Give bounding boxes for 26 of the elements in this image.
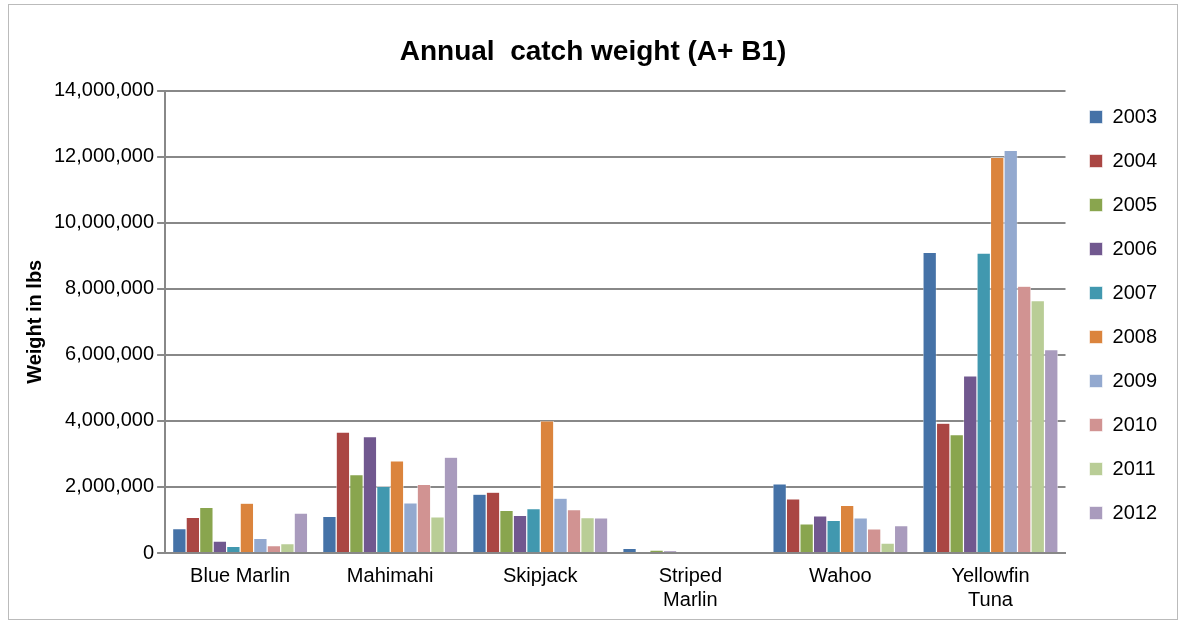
x-tick-label: Striped Marlin (658, 563, 723, 610)
legend-label: 2007 (1112, 280, 1158, 303)
legend-label: 2003 (1112, 104, 1158, 127)
legend-label: 2006 (1112, 236, 1158, 259)
legend-label: 2010 (1112, 412, 1158, 435)
y-tick-label: 0 (142, 540, 155, 563)
legend-label: 2004 (1112, 148, 1158, 171)
y-tick-label: 4,000,000 (65, 408, 155, 431)
legend-label: 2012 (1112, 500, 1158, 523)
y-tick-label: 10,000,000 (53, 210, 155, 233)
y-tick-label: 2,000,000 (65, 474, 155, 497)
x-tick-label: Mahimahi (346, 563, 434, 586)
x-tick-label: Yellowfin Tuna (951, 563, 1030, 610)
y-tick-label: 14,000,000 (53, 78, 155, 101)
y-axis-title: Weight in lbs (22, 259, 45, 384)
y-tick-label: 6,000,000 (65, 342, 155, 365)
y-tick-label: 8,000,000 (65, 276, 155, 299)
x-tick-label: Blue Marlin (190, 563, 291, 586)
legend-label: 2005 (1112, 192, 1158, 215)
legend-label: 2011 (1112, 456, 1156, 479)
legend-label: 2008 (1112, 324, 1158, 347)
legend-label: 2009 (1112, 368, 1158, 391)
x-tick-label: Wahoo (809, 563, 872, 586)
y-tick-label: 12,000,000 (53, 144, 155, 167)
x-tick-label: Skipjack (503, 563, 579, 586)
chart-title: Annual catch weight (A+ B1) (399, 34, 787, 66)
